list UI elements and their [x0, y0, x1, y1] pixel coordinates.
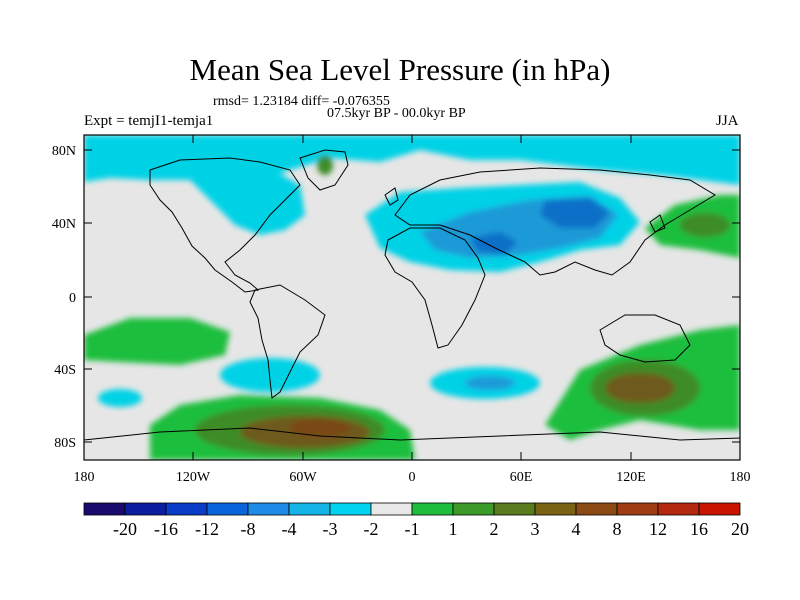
- colorbar-label: -8: [241, 519, 256, 539]
- season-label: JJA: [716, 113, 739, 129]
- lon-labels: 180 120W 60W 0 60E 120E 180: [74, 470, 751, 485]
- contour-south-pacific-pos: [84, 318, 230, 365]
- colorbar-swatch: [206, 502, 249, 516]
- contour-central-asia-neg3: [540, 198, 610, 228]
- eurasia-coast: [394, 167, 716, 276]
- colorbar-label: 2: [490, 519, 499, 539]
- contour-south-indian-neg2: [465, 376, 515, 390]
- page-title: Mean Sea Level Pressure (in hPa): [189, 52, 611, 87]
- coastlines: [84, 149, 740, 441]
- contour-southern-ocean-pos4-west: [290, 419, 350, 437]
- period-label: 07.5kyr BP - 00.0kyr BP: [327, 106, 466, 121]
- colorbar-swatch: [83, 502, 126, 516]
- lat-label: 0: [69, 291, 76, 306]
- lon-label: 0: [409, 470, 416, 485]
- north-america-coast: [149, 157, 301, 293]
- colorbar-swatch: [616, 502, 659, 516]
- colorbar-swatch: [124, 502, 167, 516]
- colorbar-label: -1: [405, 519, 420, 539]
- greenland-coast: [299, 149, 349, 191]
- colorbar-label: -4: [282, 519, 297, 539]
- lat-label: 40S: [54, 363, 76, 378]
- colorbar-label: 8: [613, 519, 622, 539]
- colorbar-label: 16: [690, 519, 708, 539]
- lat-label: 80S: [54, 436, 76, 451]
- japan-coast: [649, 214, 666, 233]
- lat-label: 80N: [52, 144, 76, 159]
- lon-label: 60W: [289, 470, 317, 485]
- africa-coast: [384, 227, 486, 349]
- colorbar-swatch: [452, 502, 495, 516]
- contour-nw-pacific-pos2: [680, 213, 730, 237]
- colorbar-swatch: [411, 502, 454, 516]
- lon-label: 60E: [510, 470, 533, 485]
- map-field: [84, 135, 740, 460]
- britain-coast: [384, 187, 399, 206]
- lat-label: 40N: [52, 217, 76, 232]
- contour-indian-ocean-pos3: [605, 373, 675, 403]
- colorbar-label: -16: [154, 519, 178, 539]
- stats-label: rmsd= 1.23184 diff= -0.076355: [213, 94, 390, 109]
- lat-labels: 80N 40N 0 40S 80S: [52, 144, 76, 451]
- lon-label: 180: [74, 470, 95, 485]
- colorbar-swatch: [370, 502, 413, 516]
- colorbar: [83, 502, 741, 516]
- colorbar-label: 4: [572, 519, 581, 539]
- colorbar-swatch: [534, 502, 577, 516]
- colorbar-label: 3: [531, 519, 540, 539]
- colorbar-swatch: [329, 502, 372, 516]
- colorbar-label: -12: [195, 519, 219, 539]
- lon-label: 180: [730, 470, 751, 485]
- contour-south-pacific-neg: [98, 389, 142, 407]
- lon-label: 120W: [176, 470, 211, 485]
- colorbar-label: -20: [113, 519, 137, 539]
- colorbar-swatch: [657, 502, 700, 516]
- colorbar-swatch: [288, 502, 331, 516]
- colorbar-swatch: [247, 502, 290, 516]
- lon-label: 120E: [616, 470, 646, 485]
- colorbar-labels: -20 -16 -12 -8 -4 -3 -2 -1 1 2 3 4 8 12 16 20: [113, 519, 749, 539]
- australia-coast: [599, 314, 691, 363]
- colorbar-label: -3: [323, 519, 338, 539]
- antarctica-coast: [84, 427, 740, 441]
- contour-north-atlantic-neg: [180, 168, 305, 235]
- colorbar-label: 12: [649, 519, 667, 539]
- colorbar-swatch: [698, 502, 741, 516]
- colorbar-swatch: [165, 502, 208, 516]
- colorbar-swatch: [575, 502, 618, 516]
- contour-greenland-pos: [317, 155, 333, 175]
- experiment-label: Expt = temjI1-temja1: [84, 113, 214, 129]
- axis-ticks: [84, 135, 740, 460]
- colorbar-label: 1: [449, 519, 458, 539]
- contour-middle-east-neg3: [470, 232, 518, 255]
- south-america-coast: [249, 284, 326, 399]
- colorbar-swatch: [493, 502, 536, 516]
- colorbar-label: 20: [731, 519, 749, 539]
- colorbar-label: -2: [364, 519, 379, 539]
